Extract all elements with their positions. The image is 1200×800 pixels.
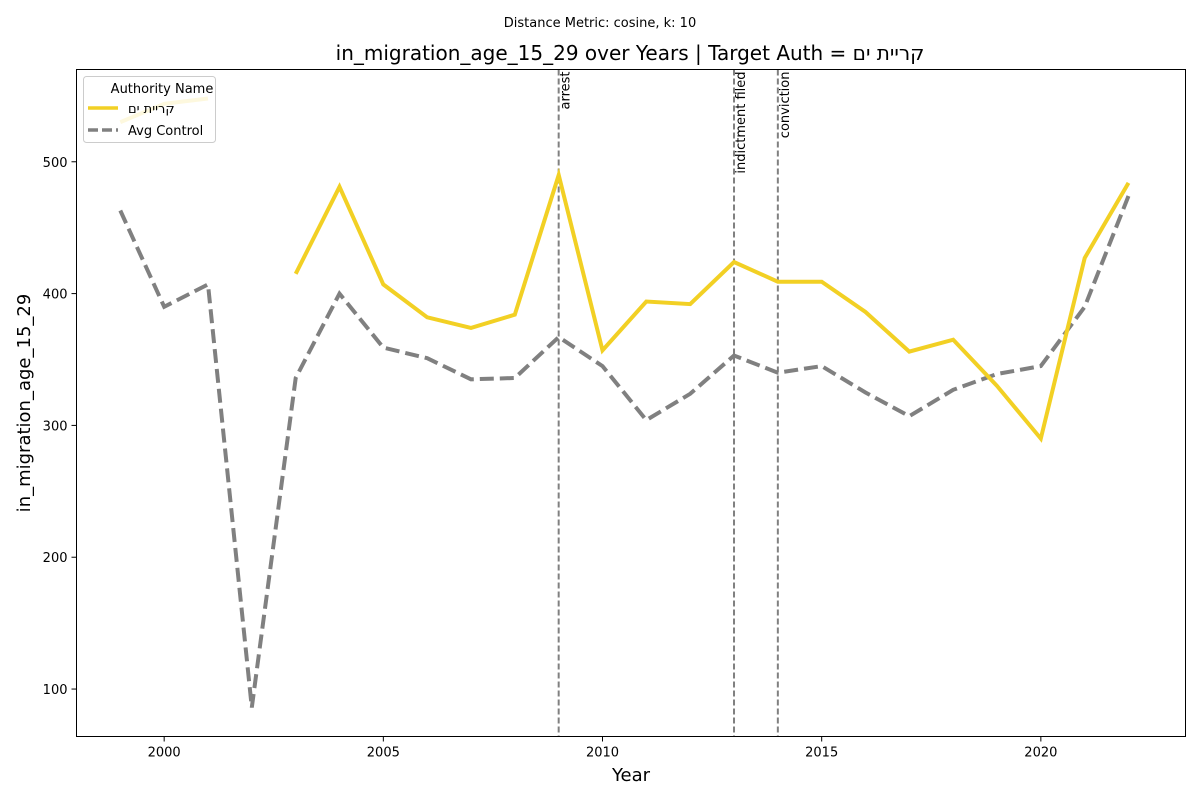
series-line-1 xyxy=(118,195,1131,708)
y-axis-label: in_migration_age_15_29 xyxy=(14,294,35,513)
x-tick-label: 2005 xyxy=(367,746,400,761)
y-tick-label: 400 xyxy=(43,288,68,303)
x-axis-label: Year xyxy=(611,765,651,786)
annotation-label: conviction xyxy=(778,72,793,139)
y-tick-label: 500 xyxy=(43,156,68,171)
y-axis: 100 200 300 400 500 xyxy=(43,156,77,698)
x-tick-label: 2000 xyxy=(148,746,181,761)
x-axis: 2000 2005 2010 2015 2020 xyxy=(148,736,1057,761)
y-tick-label: 200 xyxy=(43,551,68,566)
chart-suptitle: Distance Metric: cosine, k: 10 xyxy=(504,16,696,31)
legend-label-series-0: קריית ים xyxy=(128,102,175,117)
x-tick-label: 2020 xyxy=(1024,746,1057,761)
legend-label-series-1: Avg Control xyxy=(128,124,203,139)
y-tick-label: 100 xyxy=(43,683,68,698)
annotation-label: indictment filed xyxy=(734,72,749,174)
annotation-label: arrest xyxy=(559,72,574,110)
y-tick-label: 300 xyxy=(43,419,68,434)
x-tick-label: 2010 xyxy=(586,746,619,761)
legend-title: Authority Name xyxy=(111,82,214,97)
plot-frame xyxy=(76,69,1186,737)
series-line-0 xyxy=(293,167,1131,443)
chart-title: in_migration_age_15_29 over Years | Targ… xyxy=(336,41,925,65)
series-layer xyxy=(118,96,1131,708)
legend: Authority Name קריית ים Avg Control xyxy=(83,76,216,143)
x-tick-label: 2015 xyxy=(805,746,838,761)
legend-box xyxy=(83,76,216,143)
